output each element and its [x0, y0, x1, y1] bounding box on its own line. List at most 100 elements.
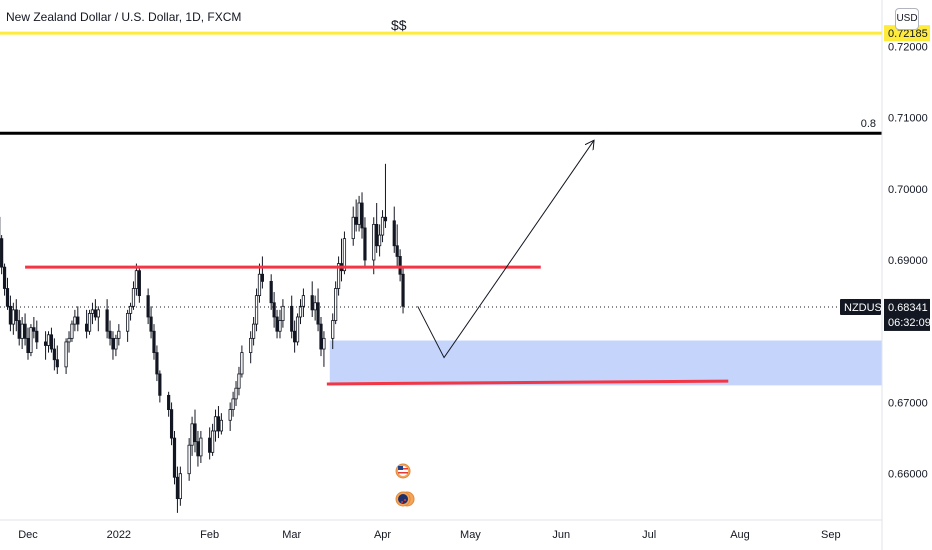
candle: [167, 391, 171, 417]
candle: [114, 334, 118, 357]
candle: [126, 309, 130, 342]
time-tick-label: Dec: [18, 529, 38, 541]
time-tick-label: Jul: [642, 529, 656, 541]
candle: [375, 203, 379, 253]
candle-body: [67, 337, 71, 343]
candle-body: [196, 441, 200, 457]
us-flag-event-icon[interactable]: [395, 463, 411, 479]
time-tick-label: Sep: [821, 529, 841, 541]
candle: [52, 338, 56, 371]
candle: [196, 430, 200, 467]
candle-body: [310, 295, 314, 311]
candle-body: [249, 337, 253, 354]
time-tick-label: Apr: [374, 529, 391, 541]
candle: [17, 309, 21, 346]
candle: [49, 327, 54, 353]
nz-flag-star: [401, 501, 404, 503]
candle: [210, 423, 215, 456]
candle: [254, 288, 259, 332]
candle: [199, 430, 203, 464]
candle: [380, 210, 385, 243]
candle: [43, 331, 48, 360]
candle: [278, 309, 282, 339]
candle: [269, 274, 273, 310]
candle-body: [134, 270, 139, 289]
candle: [111, 331, 115, 360]
candle: [23, 313, 27, 346]
candle: [8, 295, 13, 332]
candle: [105, 299, 109, 339]
candle-body: [178, 473, 182, 500]
candle: [357, 195, 361, 232]
candle: [395, 224, 399, 268]
candle-body: [23, 323, 27, 339]
candle-body: [190, 423, 194, 446]
price-tick-label: 0.66000: [888, 469, 928, 481]
candle: [360, 192, 364, 239]
candle-body: [114, 337, 118, 350]
time-tick-label: Feb: [200, 529, 219, 541]
candle: [5, 277, 10, 310]
candle: [93, 299, 97, 321]
candle-body: [175, 476, 180, 500]
candle-body: [49, 334, 54, 350]
candle: [257, 263, 262, 303]
lower-red-line[interactable]: [326, 379, 729, 386]
candle-body: [52, 348, 56, 361]
candle: [175, 466, 180, 513]
candle-body: [117, 330, 121, 339]
candle-body: [14, 309, 18, 321]
candle-body: [96, 309, 100, 318]
candle: [96, 306, 100, 332]
candle-body: [395, 245, 399, 257]
candle: [172, 430, 177, 485]
candle-body: [240, 352, 244, 375]
candle-body: [398, 256, 402, 275]
candle: [313, 295, 317, 321]
candle: [322, 331, 326, 367]
candle-body: [316, 302, 320, 325]
us-flag-canton: [398, 466, 404, 470]
price-tick-label: 0.70000: [888, 184, 928, 196]
candle-body: [126, 313, 130, 332]
projection-path[interactable]: [417, 141, 594, 359]
candle: [298, 299, 303, 325]
candle-body: [169, 409, 174, 439]
candle-body: [228, 409, 232, 421]
candle: [158, 370, 162, 403]
candle: [336, 256, 341, 296]
symbol-tag: [840, 298, 881, 315]
candle-body: [401, 273, 405, 307]
candle: [128, 302, 133, 321]
candle-body: [11, 309, 15, 325]
currency-button[interactable]: USD: [895, 8, 919, 30]
candle-body: [278, 320, 282, 332]
candle-body: [172, 437, 177, 478]
support-zone[interactable]: [329, 340, 882, 386]
candle: [252, 316, 256, 346]
candle: [301, 288, 306, 317]
candle: [295, 313, 300, 346]
candle-body: [213, 416, 218, 432]
candle-body: [272, 302, 276, 318]
candle: [14, 299, 18, 332]
candle: [240, 345, 244, 378]
nz-flag-event-icon[interactable]: [395, 491, 415, 507]
candle-body: [295, 316, 300, 343]
candle: [46, 331, 51, 353]
candle-body: [46, 334, 51, 346]
candle-body: [73, 316, 77, 325]
candle-body: [237, 373, 241, 389]
last-price-tag: [884, 298, 930, 331]
symbol-title[interactable]: New Zealand Dollar / U.S. Dollar, 1D, FX…: [6, 10, 242, 24]
yellow-level-price: 0.72185: [888, 28, 928, 40]
candle-body: [76, 316, 80, 325]
candle: [363, 217, 367, 268]
candle: [377, 224, 382, 257]
candle-body: [108, 330, 112, 339]
candle-body: [0, 238, 4, 268]
candle: [20, 316, 24, 350]
candle: [213, 409, 218, 442]
candle-body: [167, 394, 171, 410]
